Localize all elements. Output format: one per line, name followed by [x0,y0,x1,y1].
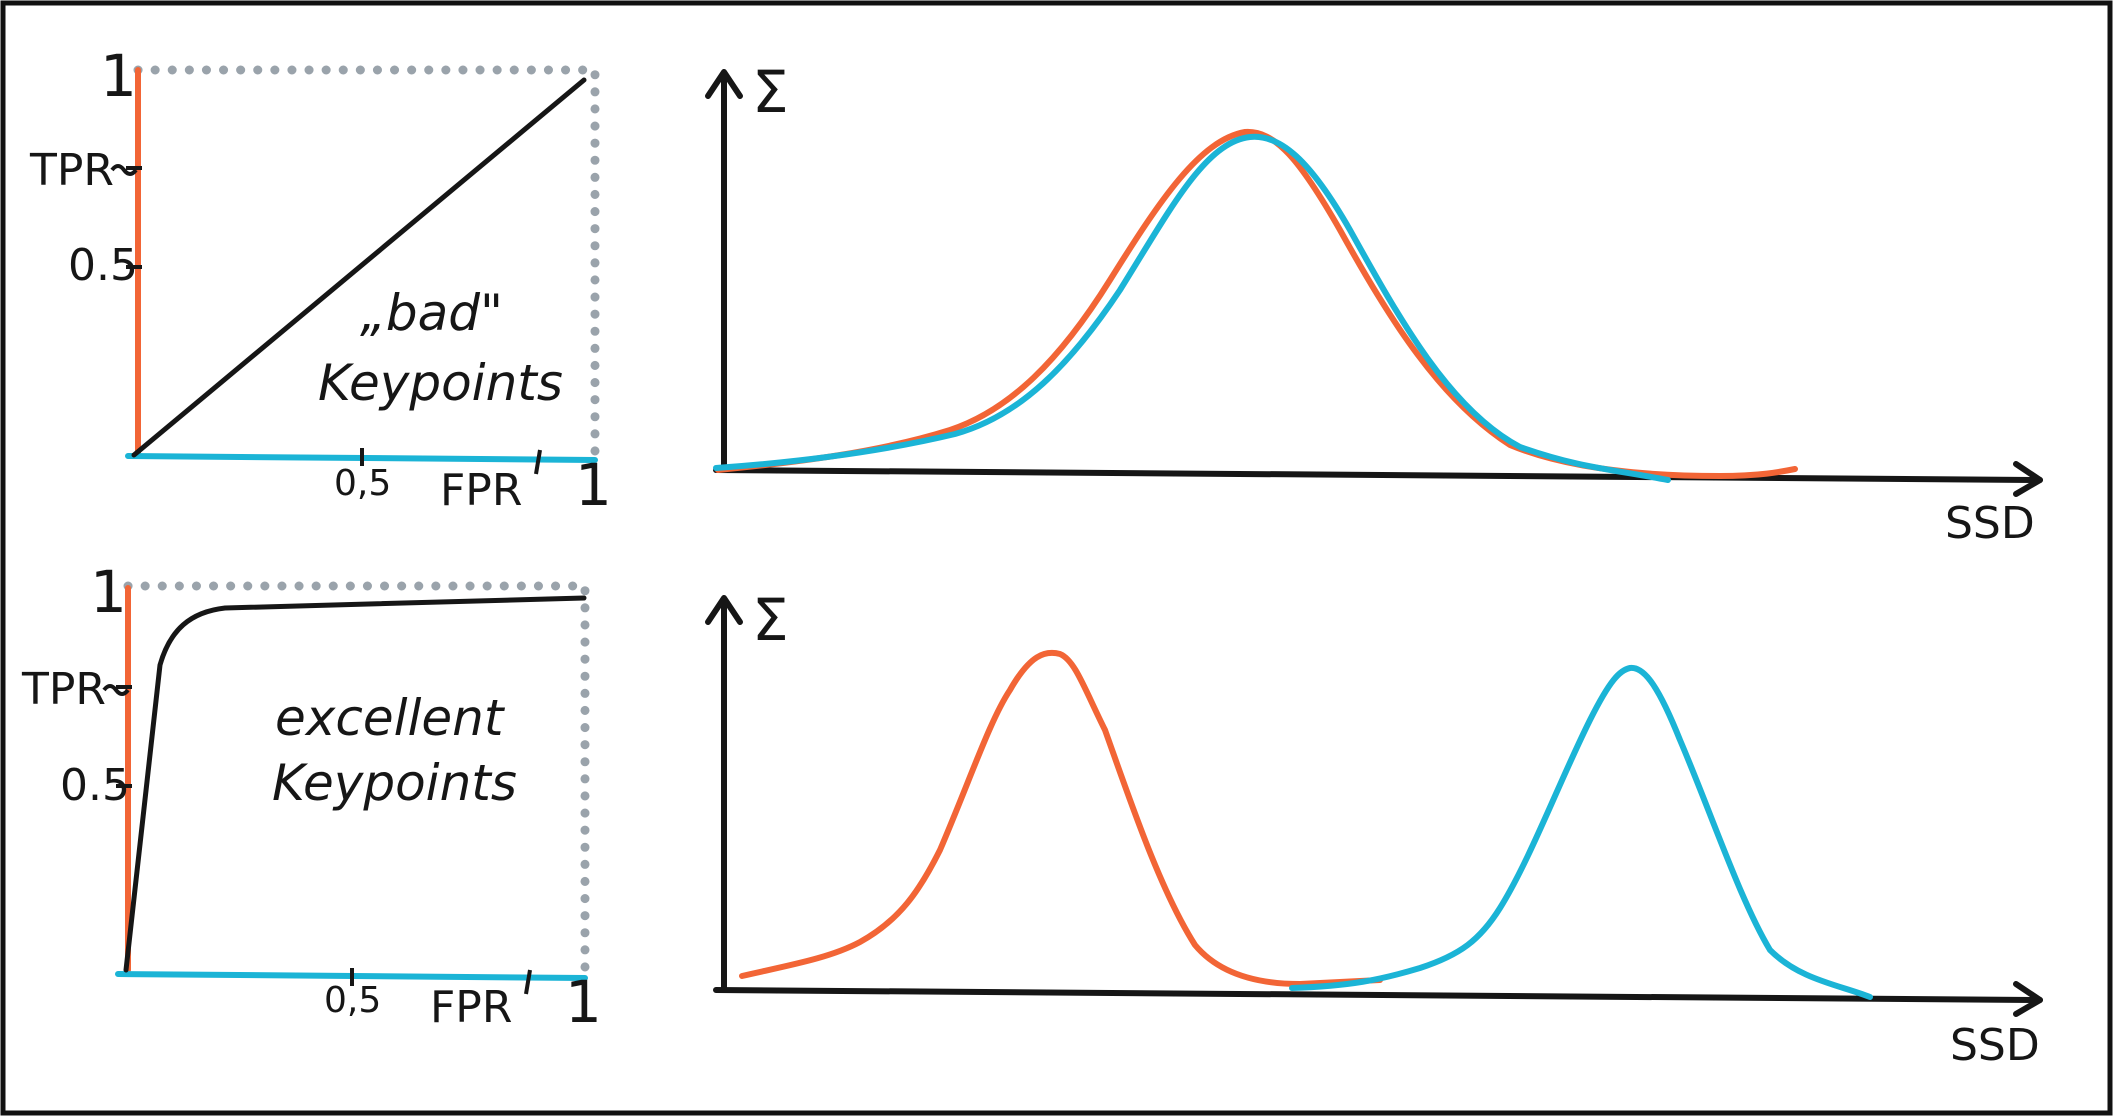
roc-bad-tick-x-fpr [534,449,542,475]
dist-top-y-symbol: Σ [752,58,789,126]
roc-excellent-note-line2: Keypoints [272,754,517,812]
dist-top-x-label: SSD [1945,498,2035,549]
dist-bottom-panel: Σ SSD [705,586,2043,1071]
roc-excellent-y-tpr: TPR [21,664,106,715]
dist-bottom-x-arrowhead [2013,981,2043,1017]
roc-bad-x-half: 0,5 [334,463,391,504]
roc-bad-note-line2: Keypoints [318,354,563,412]
roc-excellent-x-one: 1 [565,968,602,1036]
roc-excellent-note-line1: excellent [275,689,506,747]
roc-bad-tpr-tilde [110,164,138,176]
dist-top-y-arrowhead [705,69,743,99]
dist-bottom-y-symbol: Σ [752,586,789,654]
roc-bad-y-half: 0.5 [68,240,138,291]
dist-bottom-orange-curve [739,649,1383,988]
roc-bad-curve [131,77,587,458]
dist-top-panel: Σ SSD [705,58,2043,549]
roc-excellent-x-fpr: FPR [430,982,512,1033]
roc-excellent-tpr-tilde [102,684,130,696]
roc-bad-dotted-border [133,65,600,463]
roc-bad-panel: 1 TPR 0.5 0,5 FPR 1 „bad" Keypoints [29,42,612,519]
roc-excellent-tick-x-fpr [524,969,532,995]
roc-bad-x-one: 1 [575,451,612,519]
dist-bottom-x-axis [713,987,2043,1003]
roc-excellent-curve [123,595,587,973]
roc-excellent-panel: 1 TPR 0.5 0,5 FPR 1 excellent Keypoints [21,558,602,1036]
roc-bad-note-line1: „bad" [360,284,503,342]
roc-excellent-x-half: 0,5 [324,980,381,1021]
dist-bottom-y-arrowhead [705,595,743,625]
dist-bottom-x-label: SSD [1950,1020,2040,1071]
roc-bad-x-fpr: FPR [440,465,522,516]
dist-top-x-arrowhead [2013,461,2043,497]
roc-excellent-y-half: 0.5 [60,760,130,811]
roc-bad-y-one: 1 [100,42,137,110]
roc-excellent-dotted-border [123,581,590,977]
dist-bottom-cyan-curve [1289,664,1873,1000]
dist-top-cyan-curve [713,133,1671,483]
roc-excellent-y-one: 1 [90,558,127,626]
dist-top-x-axis [713,467,2043,483]
roc-bad-y-tpr: TPR [29,145,114,196]
